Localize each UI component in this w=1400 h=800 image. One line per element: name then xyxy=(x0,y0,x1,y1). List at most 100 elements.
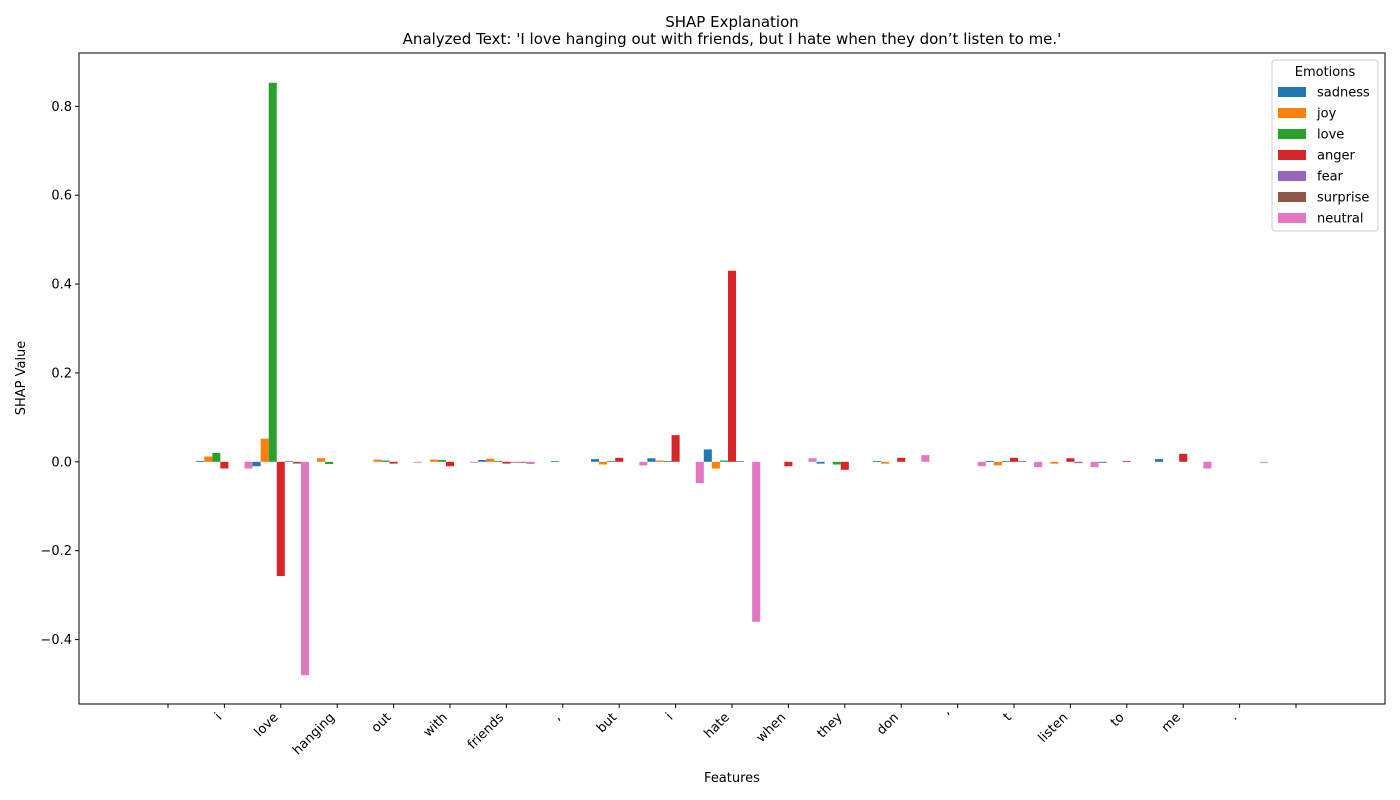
bar-love-4 xyxy=(437,460,446,462)
bar-love-2 xyxy=(325,461,334,465)
bar-anger-1 xyxy=(276,461,285,577)
y-tick-label: −0.4 xyxy=(40,633,72,648)
bar-anger-0 xyxy=(220,461,229,469)
bar-sadness-16 xyxy=(1098,461,1107,463)
bar-fear-1 xyxy=(284,460,293,462)
bar-surprise-1 xyxy=(292,461,301,464)
bar-sadness-9 xyxy=(703,449,712,462)
bar-love-3 xyxy=(381,460,390,462)
bar-love-9 xyxy=(719,460,728,462)
bar-joy-14 xyxy=(993,461,1002,466)
x-axis: i love hanging out with friends, but i hate when t… xyxy=(167,704,1297,758)
bar-surprise-5 xyxy=(518,461,527,463)
legend-title: Emotions xyxy=(1295,65,1356,80)
y-tick-label: 0.0 xyxy=(51,455,72,470)
x-tick-label: i xyxy=(663,710,676,723)
legend-swatch-neutral xyxy=(1278,213,1306,223)
bar-sadness-14 xyxy=(985,460,994,462)
legend-frame xyxy=(1271,59,1379,232)
x-tick-label: ’ xyxy=(945,710,959,724)
legend-swatch-fear xyxy=(1278,171,1306,181)
x-axis-label: Features xyxy=(704,771,760,786)
chart-subtitle: Analyzed Text: 'I love hanging out with … xyxy=(403,30,1062,48)
bar-joy-0 xyxy=(204,456,213,462)
bar-anger-8 xyxy=(671,435,680,462)
bar-anger-15 xyxy=(1066,458,1075,462)
x-tick-label: me xyxy=(1159,710,1184,735)
legend-label-neutral: neutral xyxy=(1317,212,1364,227)
bar-neutral-15 xyxy=(1090,461,1099,468)
x-tick-label: don xyxy=(874,710,902,738)
legend: Emotions sadness joy love anger fear surprise… xyxy=(1271,59,1379,232)
x-tick-label: . xyxy=(1227,710,1241,724)
legend-swatch-sadness xyxy=(1278,87,1306,97)
bar-neutral-1 xyxy=(300,461,310,676)
bar-love-5 xyxy=(494,460,503,462)
bar-neutral-5 xyxy=(526,461,535,465)
bar-anger-4 xyxy=(445,461,455,467)
legend-swatch-anger xyxy=(1278,150,1306,160)
bar-joy-5 xyxy=(486,458,495,462)
y-axis-label: SHAP Value xyxy=(14,341,29,416)
legend-label-anger: anger xyxy=(1317,149,1355,164)
bar-joy-8 xyxy=(655,460,664,462)
bar-joy-9 xyxy=(711,461,720,469)
bar-joy-7 xyxy=(599,461,608,465)
bar-anger-5 xyxy=(502,461,511,464)
bar-anger-16 xyxy=(1122,460,1131,462)
bar-neutral-10 xyxy=(808,458,817,462)
bar-fear-5 xyxy=(510,461,519,463)
bar-anger-10 xyxy=(784,461,793,467)
x-tick-label: friends xyxy=(465,710,507,752)
legend-label-sadness: sadness xyxy=(1317,86,1370,101)
bar-love-1 xyxy=(268,82,277,462)
bar-love-8 xyxy=(663,460,672,462)
y-tick-label: 0.8 xyxy=(51,100,72,115)
bar-neutral-3 xyxy=(413,461,422,463)
x-tick-label: when xyxy=(754,710,789,745)
legend-swatch-love xyxy=(1278,129,1306,139)
bar-sadness-1 xyxy=(252,461,261,467)
bar-sadness-7 xyxy=(590,459,600,462)
x-tick-label: love xyxy=(252,710,282,740)
bar-love-7 xyxy=(607,460,616,462)
bar-neutral-13 xyxy=(977,461,986,467)
x-tick-label: out xyxy=(369,710,395,736)
bar-sadness-5 xyxy=(478,460,487,462)
bar-love-0 xyxy=(212,452,221,462)
bar-fear-15 xyxy=(1074,461,1083,464)
bar-neutral-9 xyxy=(752,461,761,622)
bar-anger-3 xyxy=(389,461,398,464)
bar-neutral-0 xyxy=(244,461,253,469)
bar-joy-2 xyxy=(317,458,326,462)
x-tick-label: hate xyxy=(701,710,732,741)
x-tick-label: they xyxy=(814,710,845,741)
bar-sadness-11 xyxy=(816,461,825,464)
x-tick-label: to xyxy=(1108,710,1128,730)
x-tick-label: , xyxy=(550,710,564,724)
bar-neutral-4 xyxy=(470,461,479,463)
bar-joy-15 xyxy=(1050,461,1059,464)
x-tick-label: i xyxy=(212,710,225,723)
bar-anger-17 xyxy=(1179,453,1188,462)
bar-joy-3 xyxy=(373,459,382,462)
bar-neutral-8 xyxy=(695,461,704,484)
chart-title: SHAP Explanation xyxy=(665,13,799,31)
bar-anger-9 xyxy=(727,270,737,462)
bar-neutral-12 xyxy=(921,455,930,462)
bar-love-14 xyxy=(1001,460,1010,462)
bar-love-6 xyxy=(550,460,559,462)
legend-swatch-joy xyxy=(1278,108,1306,118)
bar-joy-12 xyxy=(881,461,890,464)
y-tick-label: 0.4 xyxy=(51,278,72,293)
legend-swatch-surprise xyxy=(1278,192,1306,202)
bar-fear-9 xyxy=(736,460,745,462)
bar-joy-1 xyxy=(260,438,269,462)
bar-joy-4 xyxy=(429,459,438,462)
bar-love-11 xyxy=(832,461,841,465)
x-tick-label: hanging xyxy=(290,710,338,758)
bar-anger-7 xyxy=(615,457,624,462)
legend-label-surprise: surprise xyxy=(1317,191,1369,206)
y-tick-label: 0.2 xyxy=(51,366,72,381)
